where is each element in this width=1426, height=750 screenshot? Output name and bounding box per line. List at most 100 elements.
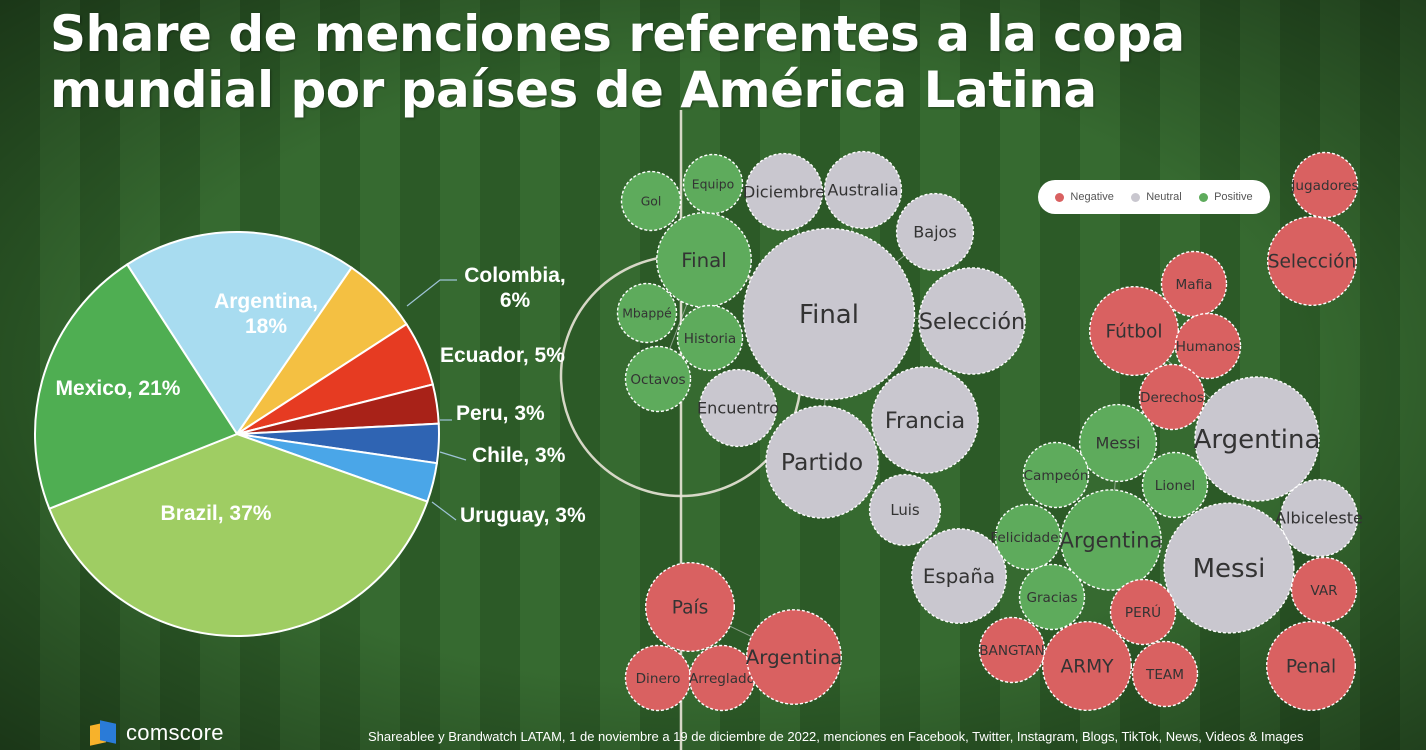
source-note: Shareablee y Brandwatch LATAM, 1 de novi…: [368, 729, 1304, 744]
bubble-label: Argentina: [1194, 425, 1321, 455]
bubble-label: VAR: [1310, 583, 1338, 599]
bubble: Final: [656, 212, 752, 308]
bubble-label: Penal: [1286, 657, 1336, 678]
pie-leader-line: [431, 501, 457, 521]
bubble-label: Fútbol: [1105, 322, 1162, 343]
bubble: Final: [742, 227, 916, 401]
bubble-circle: [645, 562, 736, 653]
legend-label: Negative: [1070, 191, 1114, 203]
bubble-label: Albiceleste: [1275, 509, 1363, 528]
bubble-label: Partido: [781, 448, 863, 476]
bubble-circle: [765, 405, 879, 519]
bubble: Historia: [676, 304, 744, 372]
bubble: VAR: [1290, 556, 1358, 624]
bubble-circle: [624, 345, 692, 413]
legend-item-positive: Positive: [1199, 191, 1253, 203]
bubble: Argentina: [746, 609, 842, 705]
bubble: Selección: [1266, 215, 1357, 306]
bubble: Diciembre: [743, 152, 825, 232]
bubble-label: Jugadores: [1290, 178, 1358, 194]
bubble: Albiceleste: [1275, 478, 1363, 558]
legend-swatch: [1199, 192, 1209, 202]
pie-label: Argentina, 18%: [214, 290, 318, 338]
bubble: Argentina: [1060, 489, 1162, 591]
bubble: Gracias: [1018, 563, 1086, 631]
bubble-circle: [1041, 621, 1132, 712]
bubble: Penal: [1265, 621, 1356, 712]
bubble: Selección: [918, 267, 1026, 375]
bubble-label: Selección: [1268, 252, 1357, 273]
bubble-label: Final: [681, 249, 727, 272]
bubble-label: Arreglado: [689, 671, 755, 687]
bubble-circle: [1131, 640, 1199, 708]
pie-slice-6: [48, 432, 429, 637]
bubble: Dinero: [624, 644, 692, 712]
bubble-label: TEAM: [1145, 667, 1184, 683]
bubble-circle: [1174, 312, 1242, 380]
bubble-label: Lionel: [1155, 478, 1195, 494]
bubble-label: Campeón: [1024, 468, 1089, 484]
bubble: Arreglado: [688, 644, 756, 712]
bubble-circle: [1109, 578, 1177, 646]
bubble: Campeón: [1022, 441, 1090, 509]
bubble: Gol: [620, 170, 682, 232]
bubble: Derechos: [1138, 363, 1206, 431]
bubble-label: Octavos: [630, 372, 685, 388]
bubble-circle: [744, 152, 824, 232]
bubble-label: PERÚ: [1125, 603, 1161, 621]
pie-label: Brazil, 37%: [161, 502, 272, 525]
bubble-label: Felicidades: [990, 530, 1065, 546]
bubble-circle: [1138, 363, 1206, 431]
bubble-label: Francia: [885, 408, 965, 434]
bubble-label: Gol: [641, 193, 662, 208]
bubble-circle: [823, 150, 903, 230]
bubble-circle: [1163, 502, 1295, 634]
bubble-label: Dinero: [636, 671, 681, 687]
bubble-label: País: [672, 598, 709, 619]
pie-label: Ecuador, 5%: [440, 344, 565, 367]
bubble-circle: [1266, 215, 1357, 306]
bubble-circle: [868, 473, 942, 547]
pie-label: Chile, 3%: [472, 444, 566, 467]
pie-leader-line: [406, 279, 457, 307]
pie-label: Peru, 3%: [456, 402, 545, 425]
bubble-label: Selección: [919, 309, 1025, 335]
legend-label: Positive: [1214, 191, 1253, 203]
bubble-circle: [698, 368, 778, 448]
bubble: TEAM: [1131, 640, 1199, 708]
bubble: España: [911, 528, 1007, 624]
comscore-logo-icon: [90, 720, 118, 746]
pie-label: Colombia, 6%: [464, 264, 566, 312]
pie-chart: [34, 231, 440, 637]
bubble-circle: [1060, 489, 1162, 591]
bubble-circle: [911, 528, 1007, 624]
bubble-circle: [620, 170, 682, 232]
bubble-circle: [616, 282, 678, 344]
pie-labels: Argentina, 18% Colombia, 6% Ecuador, 5% Peru,…: [56, 264, 586, 527]
bubble-circle: [1018, 563, 1086, 631]
bubble-circle: [742, 227, 916, 401]
bubble-circle: [746, 609, 842, 705]
bubble: Australia: [823, 150, 903, 230]
bubble: Humanos: [1174, 312, 1242, 380]
legend-label: Neutral: [1146, 191, 1182, 203]
bubble-circle: [1078, 403, 1158, 483]
bubble-circle: [1194, 376, 1320, 502]
bubble: Argentina: [1194, 376, 1321, 502]
bubble-circle: [1265, 621, 1356, 712]
bubble: Felicidades: [990, 503, 1066, 571]
bubble-circle: [1160, 250, 1228, 318]
bubble-label: BANGTAN: [979, 643, 1045, 659]
page-title: Share de menciones referentes a la copa …: [50, 5, 1185, 119]
bubble-circle: [1290, 556, 1358, 624]
bubble-label: Diciembre: [743, 183, 825, 202]
bubble-label: Gracias: [1026, 590, 1077, 606]
pie-label: Uruguay, 3%: [460, 504, 586, 527]
bubble-chart: Gol Equipo Final Mbappé Historia Octavos Dicie…: [616, 150, 1363, 712]
brand-name: comscore: [126, 720, 224, 745]
bubble: Partido: [765, 405, 879, 519]
bubble: Jugadores: [1290, 151, 1359, 219]
bubble-label: España: [923, 565, 995, 588]
bubble: Luis: [868, 473, 942, 547]
